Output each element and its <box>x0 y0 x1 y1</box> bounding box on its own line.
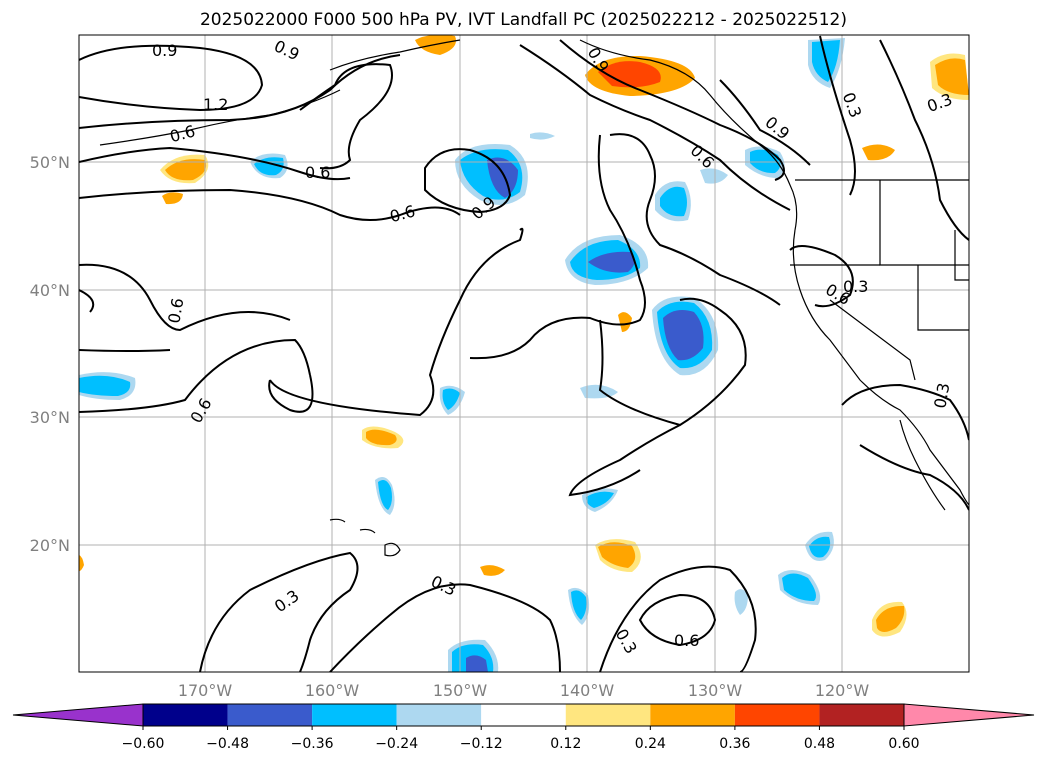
lat-label: 50°N <box>30 153 70 172</box>
lat-label: 30°N <box>30 408 70 427</box>
lat-label: 20°N <box>30 536 70 555</box>
longitude-labels: 170°W 160°W 150°W 140°W 130°W 120°W <box>178 681 870 700</box>
contour-label: 0.6 <box>674 631 699 650</box>
colorbar-tick-label: −0.48 <box>206 736 249 752</box>
colorbar-tick-label: 0.12 <box>550 736 581 752</box>
contour-label: 0.3 <box>930 381 953 409</box>
colorbar-tick-label: 0.24 <box>635 736 666 752</box>
contour-label: 0.9 <box>152 41 177 60</box>
lon-label: 120°W <box>815 681 870 700</box>
colorbar-extend-high <box>903 703 1035 727</box>
colorbar-extend-low <box>12 703 144 727</box>
colorbar-cell <box>312 704 397 726</box>
colorbar-tick-label: 0.48 <box>804 736 835 752</box>
colorbar-tick-label: −0.12 <box>460 736 503 752</box>
contour-label: 0.6 <box>305 163 330 182</box>
lon-label: 160°W <box>305 681 360 700</box>
colorbar-cell <box>819 704 904 726</box>
colorbar-tick-label: 0.36 <box>719 736 750 752</box>
colorbar-tick-label: −0.24 <box>375 736 418 752</box>
colorbar-frame <box>142 703 905 727</box>
colorbar-cell <box>396 704 482 726</box>
graticule <box>79 35 969 672</box>
coastlines <box>99 39 969 557</box>
map-title: 2025022000 F000 500 hPa PV, IVT Landfall… <box>199 10 847 30</box>
map-plot-area: 0.9 0.9 1.2 0.6 0.6 0.6 0.6 0.9 0.9 0.6 … <box>79 35 969 672</box>
contour-label: 0.3 <box>843 277 868 296</box>
colorbar-cell <box>565 704 651 726</box>
lat-label: 40°N <box>30 281 70 300</box>
lon-label: 140°W <box>560 681 615 700</box>
colorbar-tick-label: 0.60 <box>888 736 919 752</box>
contour-label: 1.2 <box>203 95 228 114</box>
lon-label: 150°W <box>433 681 488 700</box>
colorbar-cell <box>481 704 566 726</box>
contour-label: 0.6 <box>164 296 187 324</box>
map-frame <box>78 34 970 673</box>
colorbar-tick-label: −0.60 <box>122 736 165 752</box>
colorbar-tick-label: −0.36 <box>291 736 334 752</box>
colorbar-cell <box>143 704 228 726</box>
colorbar-cell <box>734 704 820 726</box>
latitude-labels: 50°N 40°N 30°N 20°N <box>30 153 70 555</box>
lon-label: 130°W <box>688 681 743 700</box>
colorbar-cell <box>227 704 313 726</box>
colorbar-cell <box>650 704 735 726</box>
lon-label: 170°W <box>178 681 233 700</box>
colorbar: −0.60 −0.48 −0.36 −0.24 −0.12 0.12 0.24 0.36 0.4… <box>12 703 1035 752</box>
